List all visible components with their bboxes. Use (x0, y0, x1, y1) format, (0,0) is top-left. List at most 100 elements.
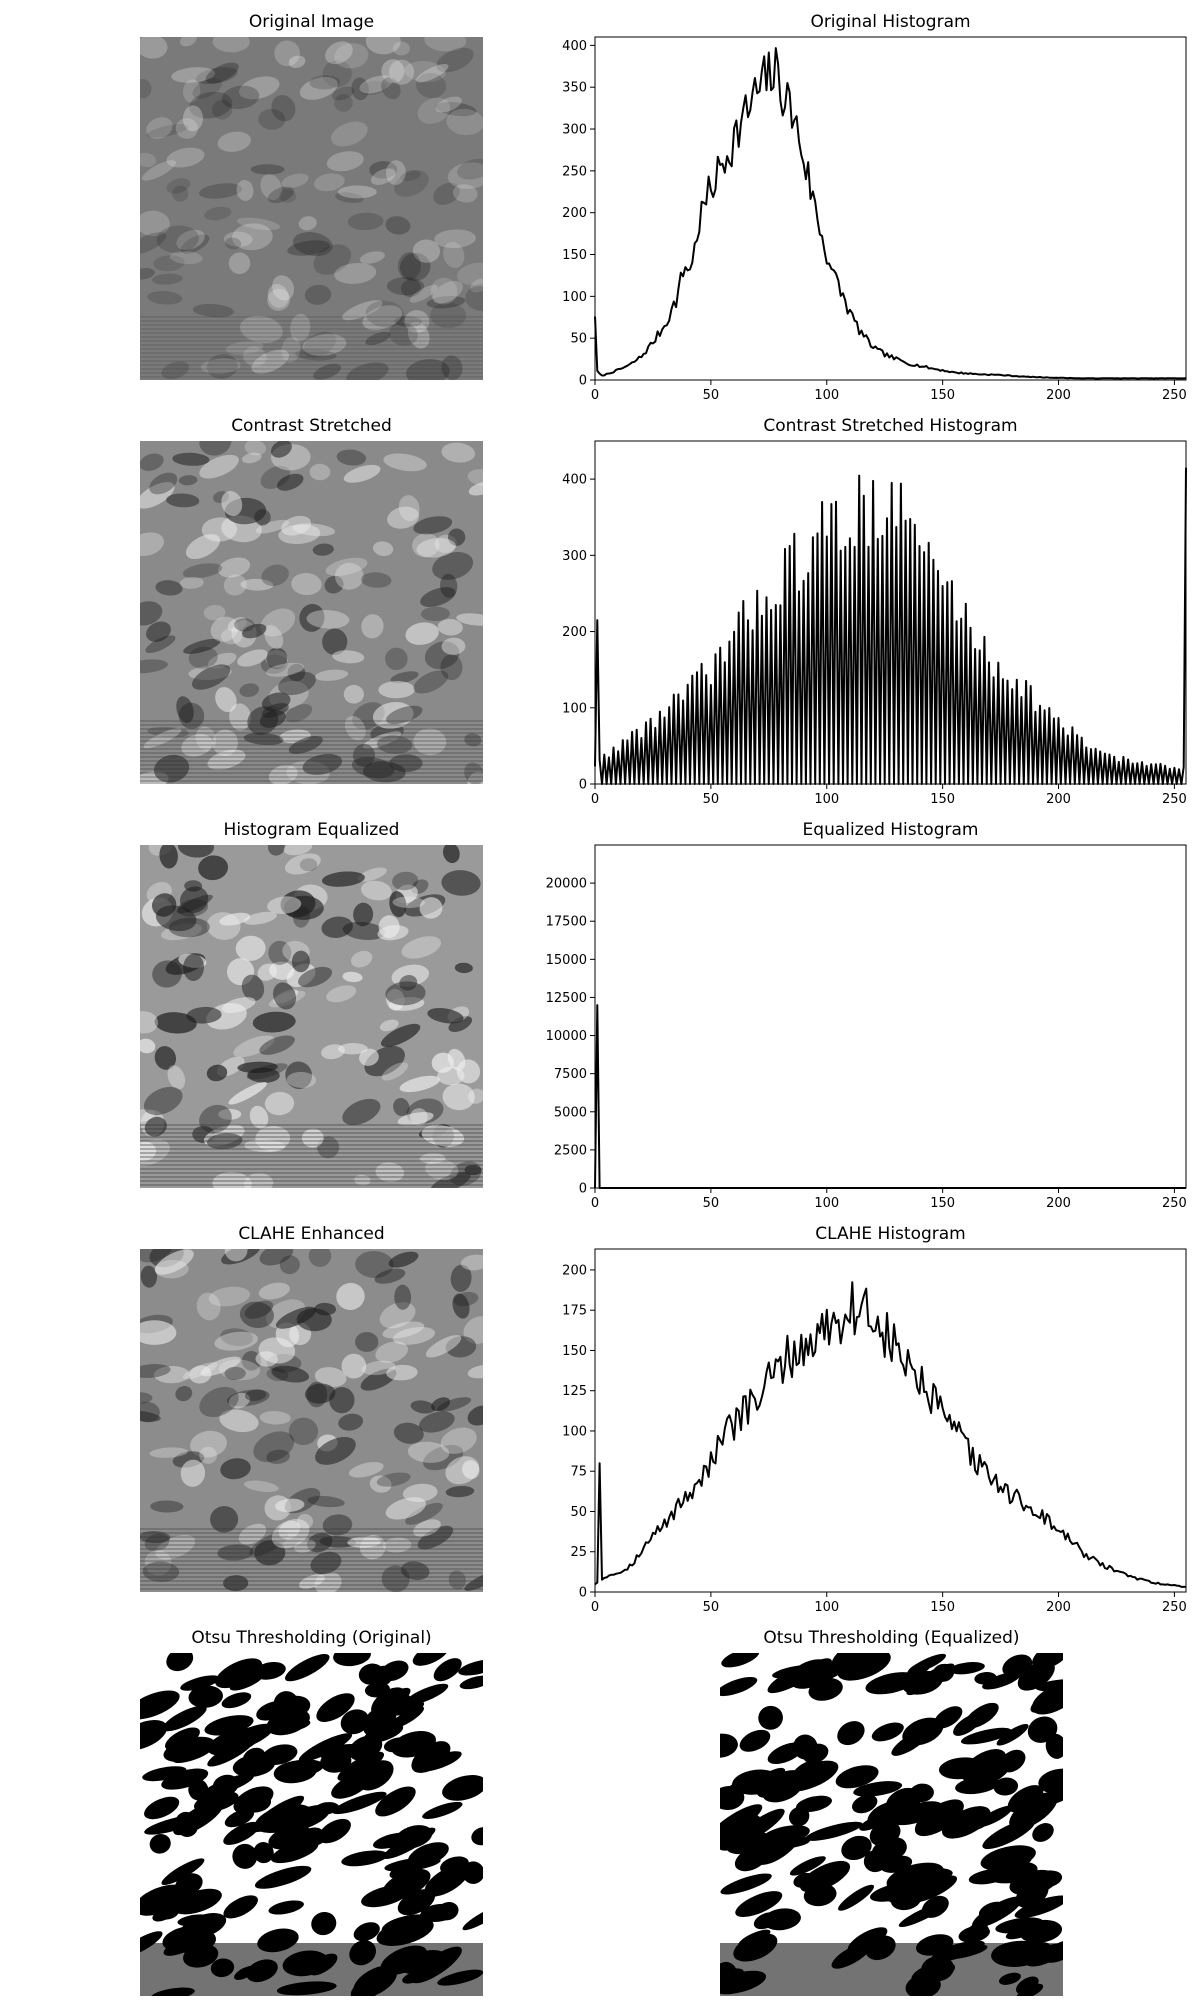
texture-blob (837, 1721, 865, 1746)
texture-blob (182, 79, 201, 103)
texture-blob (435, 96, 462, 113)
texture-blob (212, 37, 250, 53)
texture-blob (176, 229, 205, 250)
texture-blob (392, 896, 425, 909)
texture-blob (454, 962, 473, 974)
texture-blob (400, 1561, 430, 1581)
texture-blob (144, 1796, 180, 1820)
texture-blob (835, 1765, 879, 1789)
texture-blob (221, 1249, 261, 1265)
texture-blob (399, 974, 418, 991)
texture-blob (1038, 1768, 1063, 1794)
texture-blob (336, 449, 367, 466)
texture-blob (351, 77, 369, 101)
texture-blob (331, 1773, 372, 1799)
texture-blob (146, 621, 171, 642)
texture-blob (758, 1705, 783, 1730)
texture-blob (365, 331, 391, 346)
texture-blob (266, 1708, 310, 1736)
texture-blob (379, 1302, 416, 1329)
y-tick-label: 17500 (546, 915, 587, 930)
x-tick-label: 0 (591, 792, 599, 807)
texture-blob (140, 268, 155, 280)
texture-blob (166, 1653, 194, 1672)
texture-blob (140, 1141, 157, 1161)
clahe-histogram-svg: 0 50 100 150 200 250 0 25 50 75 100 125 150 175 200 (562, 1248, 1187, 1615)
hist-title-original: Original Histogram (810, 12, 971, 32)
texture-blob (258, 108, 286, 130)
texture-blob (352, 743, 375, 767)
texture-blob (467, 771, 483, 784)
texture-blob (241, 1794, 272, 1813)
texture-blob (156, 225, 199, 253)
texture-blob (426, 295, 466, 309)
texture-blob (788, 1659, 833, 1689)
texture-blob (385, 705, 423, 725)
texture-blob (890, 1888, 922, 1911)
texture-blob (140, 37, 168, 59)
texture-blob (268, 1900, 304, 1915)
texture-blob (384, 1857, 441, 1872)
texture-blob (375, 1162, 405, 1182)
texture-blob (223, 1895, 258, 1919)
texture-blob (203, 604, 226, 621)
texture-blob (338, 1413, 364, 1431)
texture-blob (858, 1654, 888, 1672)
texture-blob (735, 1891, 783, 1917)
texture-blob (417, 1525, 454, 1550)
texture-blob (142, 1561, 180, 1582)
texture-blob (149, 1833, 171, 1854)
texture-blob (279, 729, 311, 744)
texture-blob (980, 1845, 1036, 1871)
x-tick-label: 200 (1046, 1196, 1071, 1211)
texture-blob (313, 244, 352, 275)
texture-blob (350, 950, 373, 968)
texture-blob (789, 1856, 826, 1876)
texture-blob (215, 1658, 263, 1689)
texture-blob (155, 1535, 196, 1560)
texture-blob (150, 1500, 184, 1513)
texture-blob (434, 229, 476, 249)
texture-blob (720, 1733, 738, 1758)
texture-blob (347, 212, 384, 231)
texture-blob (243, 911, 277, 925)
texture-blob (173, 1888, 222, 1915)
texture-blob (1027, 1716, 1058, 1743)
texture-blob (229, 703, 251, 731)
equalized-histogram: 0 50 100 150 200 250 0 2500 5000 7500 10000 12500 15… (546, 844, 1187, 1211)
texture-blob (286, 760, 331, 784)
texture-blob (443, 845, 460, 864)
x-tick-label: 200 (1046, 792, 1071, 807)
texture-blob (972, 1896, 1023, 1928)
texture-blob (365, 37, 401, 55)
texture-blob (191, 664, 231, 690)
texture-blob (380, 1660, 409, 1682)
texture-blob (909, 1653, 946, 1674)
texture-blob (154, 1046, 177, 1070)
texture-blob (467, 469, 483, 486)
texture-blob (217, 1544, 254, 1561)
texture-blob (196, 1292, 221, 1321)
texture-blob (961, 1749, 1007, 1784)
texture-blob (419, 1411, 455, 1433)
texture-blob (329, 1387, 355, 1414)
texture-blob (140, 1410, 161, 1422)
texture-blob (464, 1570, 483, 1591)
texture-blob (346, 362, 389, 380)
texture-blob (362, 305, 403, 331)
texture-blob (373, 541, 394, 557)
texture-blob (386, 1364, 418, 1381)
texture-blob (337, 185, 377, 199)
texture-blob (199, 441, 232, 456)
texture-blob (140, 659, 168, 674)
texture-blob (164, 1727, 200, 1751)
texture-blob (244, 441, 266, 456)
texture-blob (264, 624, 284, 650)
x-tick-label: 0 (591, 1600, 599, 1615)
texture-blob (292, 232, 333, 257)
texture-blob (176, 696, 194, 723)
texture-blob (321, 1044, 345, 1060)
texture-blob (360, 572, 392, 588)
texture-blob (462, 1861, 483, 1884)
x-tick-label: 250 (1162, 1196, 1187, 1211)
